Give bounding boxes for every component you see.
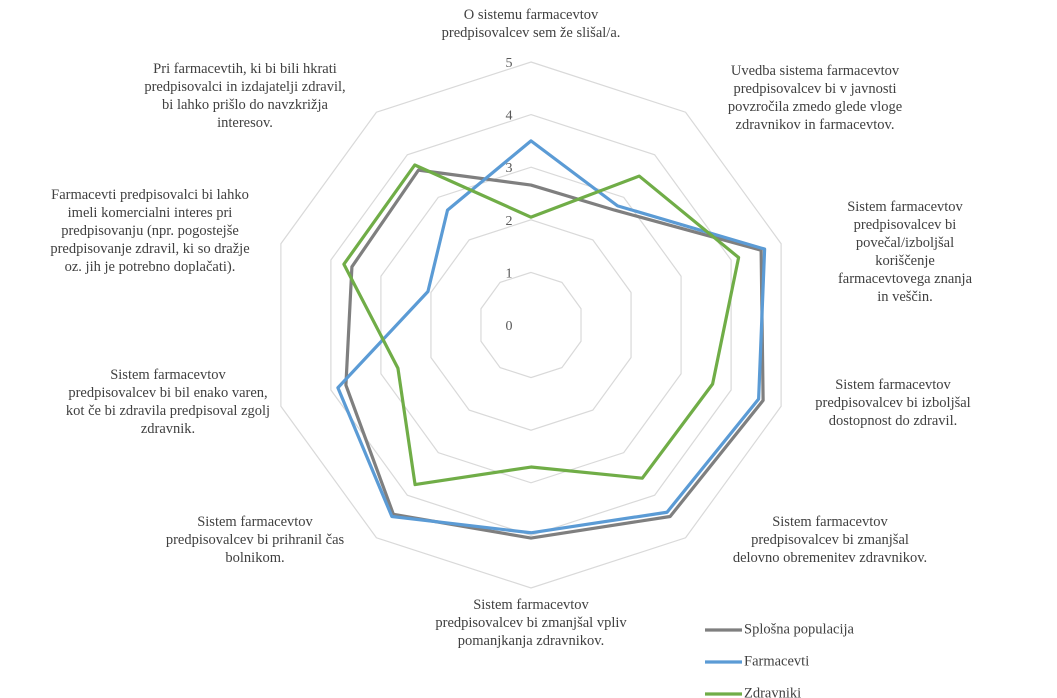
series-line [336,139,767,535]
legend-label: Farmacevti [744,653,809,669]
axis-label: Uvedba sistema farmacevtov predpisovalce… [727,63,903,133]
axis-label: Sistem farmacevtov predpisovalcev bi izb… [815,377,971,429]
legend-label: Splošna populacija [744,621,855,637]
tick-label: 5 [506,56,513,71]
tick-label: 0 [506,319,513,334]
axis-label: Sistem farmacevtov predpisovalcev bi zma… [732,514,928,566]
axis-label: Sistem farmacevtov predpisovalcev bi pov… [837,199,973,305]
tick-label: 3 [506,161,513,176]
series-line [342,163,741,487]
grid-ring [430,219,632,431]
tick-label: 1 [506,266,513,281]
axis-label: Sistem farmacevtov predpisovalcev bi pri… [165,514,345,566]
grid-ring [480,271,582,379]
legend-label: Zdravniki [744,685,801,698]
grid-ring [330,113,732,537]
axis-label: Sistem farmacevtov predpisovalcev bi zma… [435,597,627,649]
grid-ring [380,166,682,484]
tick-label: 4 [506,109,513,124]
tick-label: 2 [506,214,513,229]
axis-label: O sistemu farmacevtov predpisovalcev sem… [441,7,621,41]
axis-label: Sistem farmacevtov predpisovalcev bi bil… [65,367,271,437]
axis-label: Farmacevti predpisovalci bi lahko imeli … [50,187,250,275]
axis-label: Pri farmacevtih, ki bi bili hkrati predp… [144,61,346,131]
grid-ring [280,61,782,589]
